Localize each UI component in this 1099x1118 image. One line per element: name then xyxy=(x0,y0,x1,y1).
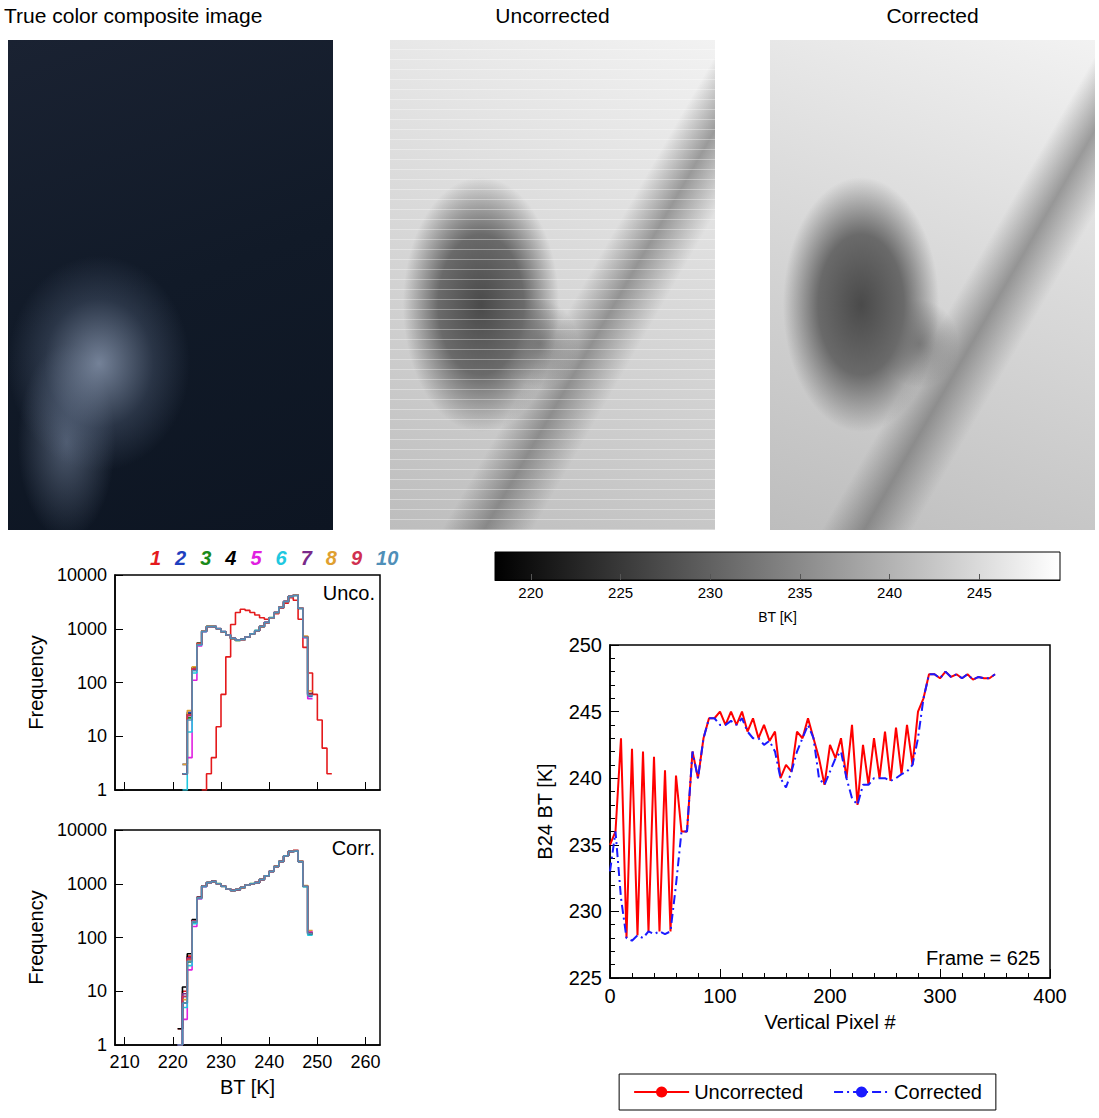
svg-text:10000: 10000 xyxy=(57,565,107,585)
svg-text:250: 250 xyxy=(302,1052,332,1072)
svg-text:Uncorrected: Uncorrected xyxy=(694,1081,803,1103)
svg-text:1: 1 xyxy=(150,547,161,569)
svg-text:235: 235 xyxy=(787,584,812,601)
svg-text:1000: 1000 xyxy=(67,874,107,894)
svg-text:230: 230 xyxy=(569,900,602,922)
html-text:Corrected: Corrected xyxy=(886,4,979,27)
svg-text:245: 245 xyxy=(967,584,992,601)
svg-text:10: 10 xyxy=(87,981,107,1001)
svg-text:230: 230 xyxy=(698,584,723,601)
svg-text:8: 8 xyxy=(326,547,338,569)
svg-text:B24 BT [K]: B24 BT [K] xyxy=(534,763,556,859)
svg-text:400: 400 xyxy=(1033,985,1066,1007)
svg-text:225: 225 xyxy=(569,967,602,989)
svg-text:10000: 10000 xyxy=(57,820,107,840)
svg-text:Unco.: Unco. xyxy=(323,582,375,604)
svg-text:230: 230 xyxy=(206,1052,236,1072)
svg-text:9: 9 xyxy=(351,547,363,569)
svg-text:100: 100 xyxy=(77,673,107,693)
svg-text:100: 100 xyxy=(703,985,736,1007)
svg-text:220: 220 xyxy=(158,1052,188,1072)
svg-text:10: 10 xyxy=(87,726,107,746)
svg-text:BT [K]: BT [K] xyxy=(220,1076,275,1098)
svg-text:1000: 1000 xyxy=(67,619,107,639)
svg-text:240: 240 xyxy=(569,767,602,789)
svg-text:300: 300 xyxy=(923,985,956,1007)
svg-text:220: 220 xyxy=(518,584,543,601)
html-text:Uncorrected: Uncorrected xyxy=(495,4,610,27)
svg-text:4: 4 xyxy=(224,547,236,569)
svg-text:6: 6 xyxy=(276,547,288,569)
svg-text:250: 250 xyxy=(569,634,602,656)
svg-text:Frequency: Frequency xyxy=(25,890,47,985)
svg-text:245: 245 xyxy=(569,701,602,723)
svg-text:2: 2 xyxy=(174,547,186,569)
svg-text:200: 200 xyxy=(813,985,846,1007)
svg-text:5: 5 xyxy=(250,547,262,569)
svg-text:Vertical Pixel #: Vertical Pixel # xyxy=(764,1011,896,1033)
svg-text:225: 225 xyxy=(608,584,633,601)
svg-text:0: 0 xyxy=(604,985,615,1007)
svg-text:3: 3 xyxy=(200,547,211,569)
svg-text:10: 10 xyxy=(376,547,398,569)
svg-text:1: 1 xyxy=(97,1035,107,1055)
svg-text:Corr.: Corr. xyxy=(332,837,375,859)
svg-text:Frequency: Frequency xyxy=(25,635,47,730)
svg-text:Corrected: Corrected xyxy=(894,1081,982,1103)
svg-text:1: 1 xyxy=(97,780,107,800)
svg-text:240: 240 xyxy=(877,584,902,601)
svg-text:100: 100 xyxy=(77,928,107,948)
svg-text:235: 235 xyxy=(569,834,602,856)
svg-text:260: 260 xyxy=(351,1052,381,1072)
svg-text:7: 7 xyxy=(301,547,313,569)
svg-text:240: 240 xyxy=(254,1052,284,1072)
svg-text:BT [K]: BT [K] xyxy=(758,609,797,625)
svg-text:Frame = 625: Frame = 625 xyxy=(926,947,1040,969)
svg-text:210: 210 xyxy=(110,1052,140,1072)
html-text:True color composite image: True color composite image xyxy=(4,4,263,27)
